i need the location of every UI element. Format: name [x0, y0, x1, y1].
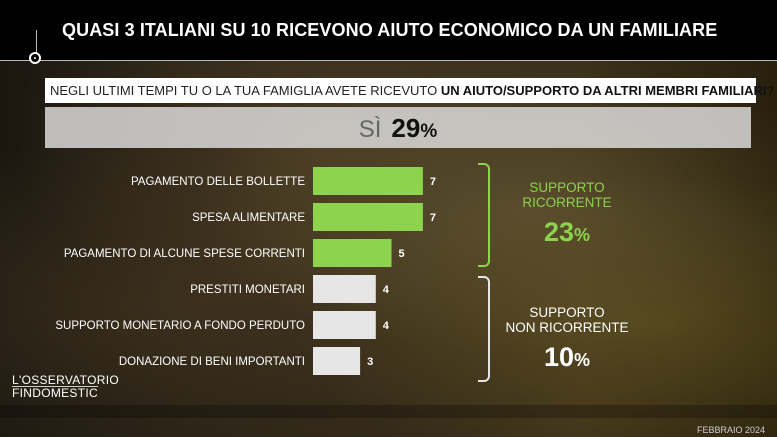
bar	[313, 239, 392, 267]
si-label: SÌ	[358, 116, 382, 143]
logo-line-2: FINDOMESTIC	[12, 386, 98, 400]
si-result-bar: SÌ 29%	[45, 107, 751, 148]
category-label: SUPPORTO MONETARIO A FONDO PERDUTO	[55, 320, 305, 332]
bar-value-label: 5	[399, 248, 405, 260]
segment-ricorrente-value-wrap: 23%	[487, 217, 647, 248]
question-plain: NEGLI ULTIMI TEMPI TU O LA TUA FAMIGLIA …	[50, 83, 441, 98]
segment-ricorrente-value: 23	[543, 217, 575, 247]
segment-ricorrente-label-2: RICORRENTE	[522, 195, 612, 210]
bar	[313, 347, 361, 375]
si-value: 29	[391, 113, 421, 143]
bar-value-label: 7	[430, 212, 436, 224]
bottom-strip	[0, 405, 777, 418]
segment-non-ricorrente-label-1: SUPPORTO	[529, 305, 605, 320]
question-bar: NEGLI ULTIMI TEMPI TU O LA TUA FAMIGLIA …	[45, 78, 775, 103]
category-label: SPESA ALIMENTARE	[192, 212, 305, 224]
bar	[313, 203, 423, 231]
segment-non-ricorrente-value-wrap: 10%	[487, 342, 647, 373]
question-text: NEGLI ULTIMI TEMPI TU O LA TUA FAMIGLIA …	[50, 83, 775, 98]
footer-date: FEBBRAIO 2024	[696, 425, 765, 435]
bar	[313, 311, 376, 339]
segment-non-ricorrente-unit: %	[574, 350, 591, 370]
segment-non-ricorrente-value: 10	[543, 342, 575, 372]
category-label: DONAZIONE DI BENI IMPORTANTI	[119, 356, 305, 368]
logo: L'OSSERVATORIO FINDOMESTIC	[12, 373, 119, 400]
segment-ricorrente: SUPPORTO RICORRENTE 23%	[487, 180, 647, 248]
segment-non-ricorrente-label-2: NON RICORRENTE	[505, 320, 629, 335]
category-label: PRESTITI MONETARI	[190, 284, 305, 296]
page-title: QUASI 3 ITALIANI SU 10 RICEVONO AIUTO EC…	[62, 20, 718, 40]
question-bold: UN AIUTO/SUPPORTO DA ALTRI MEMBRI FAMILI…	[440, 83, 775, 98]
header-connector	[36, 30, 37, 60]
segment-ricorrente-unit: %	[574, 225, 591, 245]
header-dot-icon	[29, 52, 41, 64]
bracket-ricorrente	[478, 163, 490, 267]
category-label: PAGAMENTO DI ALCUNE SPESE CORRENTI	[64, 248, 305, 260]
header-bar: QUASI 3 ITALIANI SU 10 RICEVONO AIUTO EC…	[0, 0, 777, 60]
category-label: PAGAMENTO DELLE BOLLETTE	[131, 176, 305, 188]
header-divider	[0, 60, 777, 61]
bar-value-label: 3	[367, 356, 373, 368]
segment-non-ricorrente: SUPPORTO NON RICORRENTE 10%	[487, 305, 647, 373]
si-unit: %	[420, 121, 438, 142]
logo-line-1: L'OSSERVATORIO	[12, 373, 119, 387]
bar-value-label: 4	[383, 284, 390, 296]
bar-chart: PAGAMENTO DELLE BOLLETTE 7 SPESA ALIMENTAR…	[55, 167, 436, 375]
bar-value-label: 7	[430, 176, 436, 188]
bar-value-label: 4	[383, 320, 390, 332]
si-result: SÌ 29%	[45, 113, 751, 144]
bar	[313, 167, 423, 195]
bar	[313, 275, 376, 303]
segment-ricorrente-label-1: SUPPORTO	[529, 180, 605, 195]
bracket-non-ricorrente	[478, 276, 490, 382]
